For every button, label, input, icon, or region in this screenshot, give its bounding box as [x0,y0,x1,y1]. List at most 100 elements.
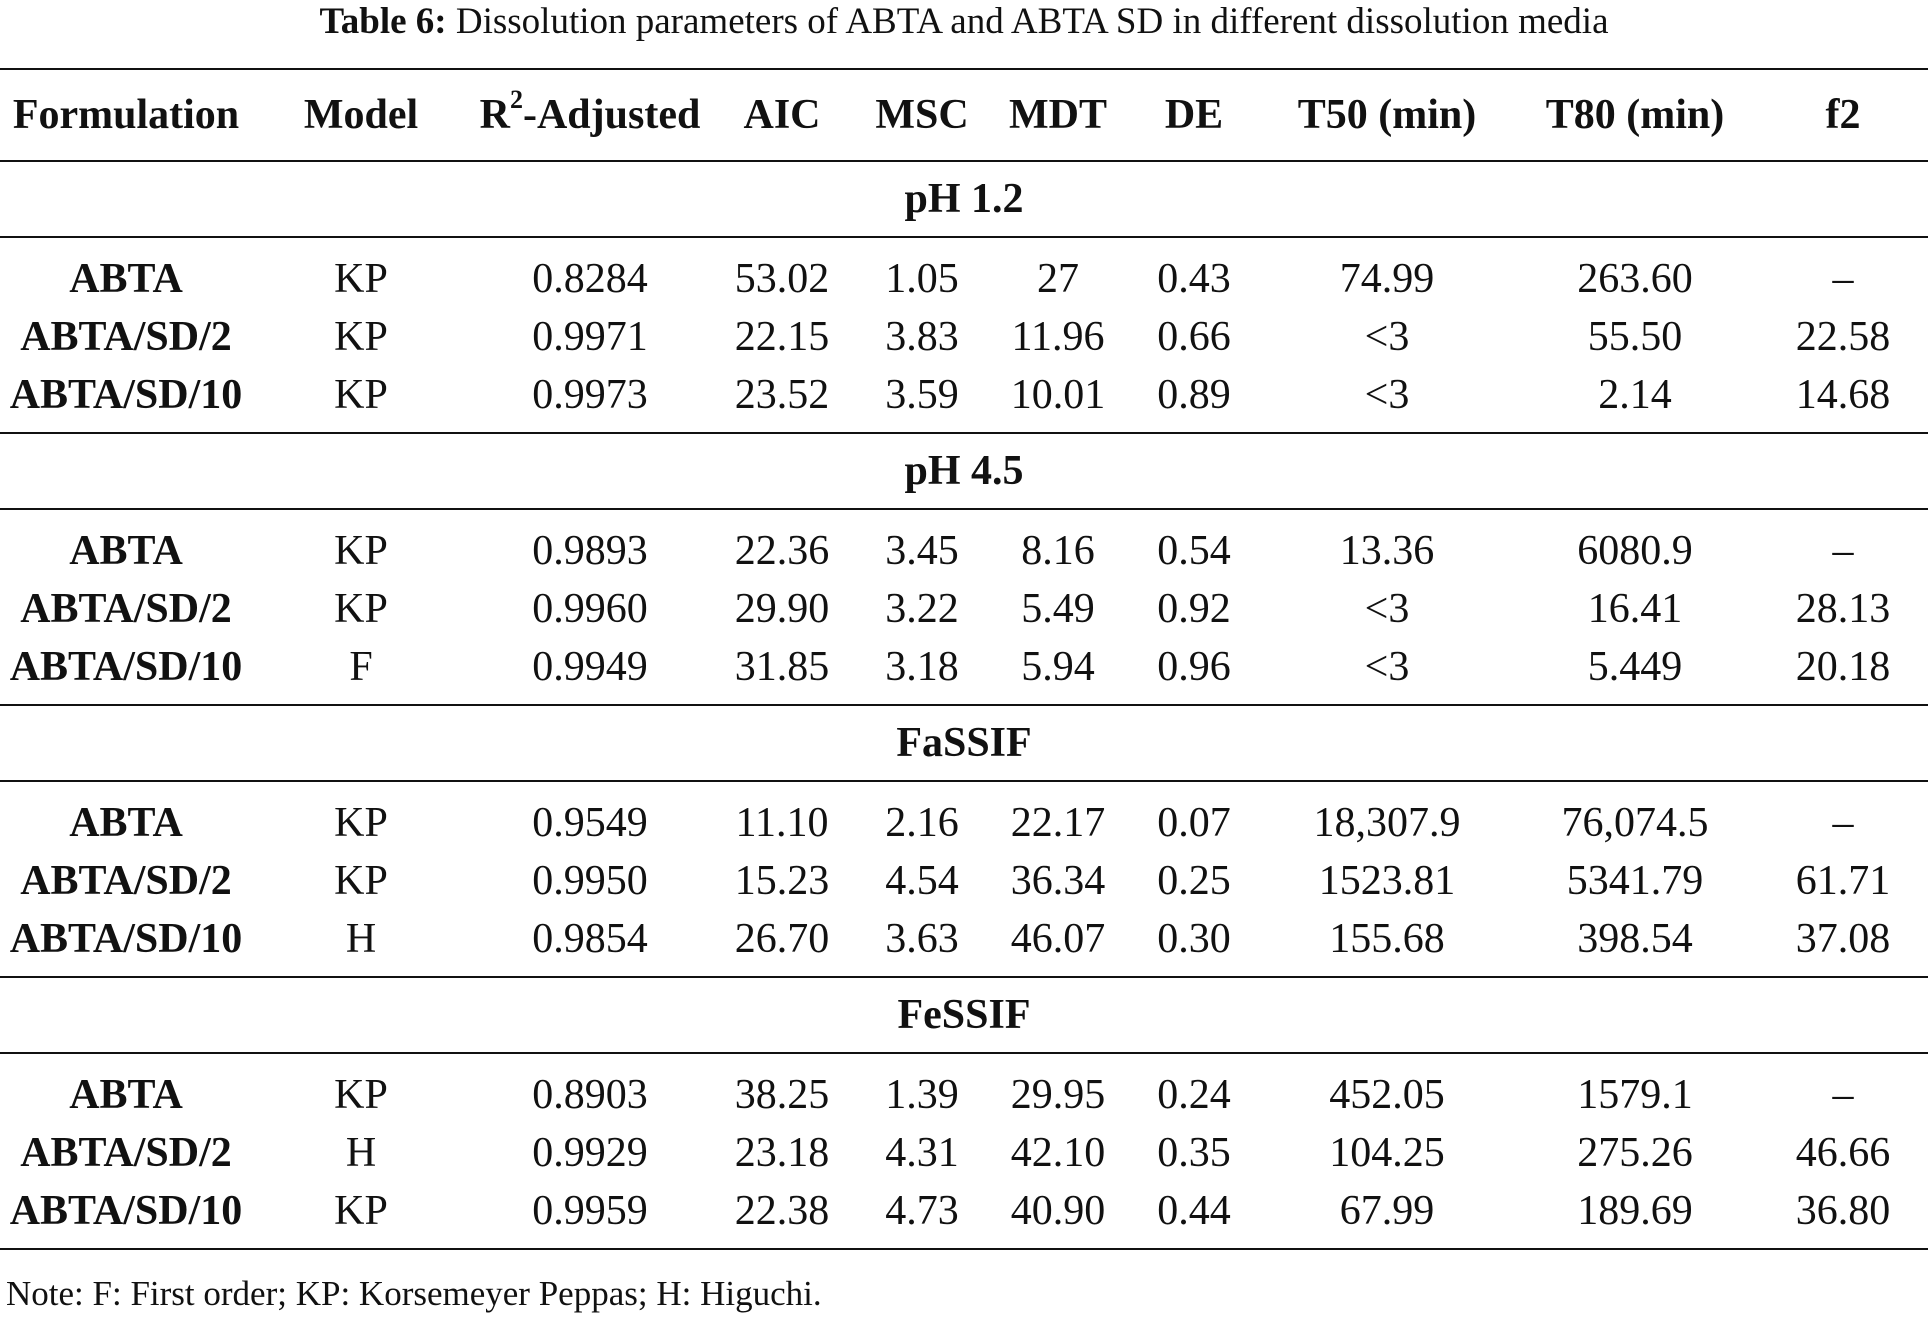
cell-formulation: ABTA/SD/2 [20,1130,232,1176]
cell-aic: 22.38 [710,1182,854,1250]
cell-t80: 263.60 [1577,256,1693,302]
col-header-aic: AIC [710,68,854,162]
cell-t80: 6080.9 [1577,528,1693,574]
cell-aic: 11.10 [735,800,829,846]
cell-msc: 3.63 [854,910,990,978]
cell-t50: 18,307.9 [1313,800,1461,846]
cell-r2: 0.9960 [532,586,648,632]
cell-de: 0.44 [1126,1182,1262,1250]
cell-t80: 16.41 [1587,586,1683,632]
table-row: ABTA KP 0.8284 53.02 1.05 27 0.43 74.99 263.60 – [0,237,1928,308]
cell-formulation: ABTA [69,256,183,302]
cell-msc: 3.22 [885,586,959,632]
cell-t50: <3 [1364,314,1410,360]
cell-f2: 14.68 [1758,366,1928,434]
cell-de: 0.24 [1157,1072,1231,1118]
cell-r2: 0.9929 [532,1130,648,1176]
col-header-formulation: Formulation [0,68,252,162]
cell-mdt: 11.96 [1011,314,1105,360]
table-row: ABTA/SD/2 KP 0.9950 15.23 4.54 36.34 0.25 1523.… [0,852,1928,910]
table-row: ABTA KP 0.9549 11.10 2.16 22.17 0.07 18,307.9 76… [0,781,1928,852]
table-row: ABTA/SD/2 KP 0.9971 22.15 3.83 11.96 0.66 <3 55.… [0,308,1928,366]
cell-t80: 5341.79 [1566,858,1704,904]
cell-t80: 76,074.5 [1561,800,1709,846]
cell-de: 0.89 [1126,366,1262,434]
cell-r2: 0.9971 [532,314,648,360]
cell-t80: 55.50 [1587,314,1683,360]
cell-msc: 1.39 [885,1072,959,1118]
cell-msc: 4.31 [885,1130,959,1176]
cell-t50: 1523.81 [1318,858,1456,904]
cell-mdt: 5.94 [990,638,1126,706]
cell-r2: 0.8284 [532,256,648,302]
cell-mdt: 22.17 [1010,800,1106,846]
cell-t50: 452.05 [1329,1072,1445,1118]
col-header-f2: f2 [1758,68,1928,162]
group-row: pH 4.5 [0,433,1928,510]
table-note: Note: F: First order; KP: Korsemeyer Pep… [6,1274,822,1313]
col-header-t50: T50 (min) [1262,68,1512,162]
cell-msc: 3.45 [885,528,959,574]
table-row: ABTA/SD/10 F 0.9949 31.85 3.18 5.94 0.96 <3 5.44… [0,638,1928,706]
cell-formulation: ABTA [69,528,183,574]
dissolution-table: Formulation Model R2-Adjusted AIC MSC MD… [0,68,1928,1250]
cell-aic: 15.23 [734,858,830,904]
cell-msc: 4.54 [885,858,959,904]
cell-aic: 22.15 [734,314,830,360]
table-caption-label: Table 6: [319,1,447,42]
cell-model: KP [334,1072,388,1118]
cell-model: KP [334,314,388,360]
cell-formulation: ABTA/SD/10 [0,366,252,434]
header-row: Formulation Model R2-Adjusted AIC MSC MD… [0,68,1928,162]
cell-model: KP [252,1182,470,1250]
group-label: FaSSIF [0,705,1928,782]
cell-r2: 0.8903 [532,1072,648,1118]
cell-formulation: ABTA/SD/10 [0,638,252,706]
cell-mdt: 29.95 [1010,1072,1106,1118]
col-header-t80: T80 (min) [1512,68,1758,162]
table-body: pH 1.2 ABTA KP 0.8284 53.02 1.05 27 0.43 74.99 26… [0,161,1928,1250]
cell-t50: <3 [1262,638,1512,706]
cell-model: KP [334,586,388,632]
cell-t80: 5.449 [1512,638,1758,706]
cell-model: F [252,638,470,706]
cell-mdt: 27 [1037,256,1079,302]
cell-f2: – [1832,256,1854,302]
cell-t50: 155.68 [1262,910,1512,978]
cell-t50: <3 [1364,586,1410,632]
cell-f2: 37.08 [1758,910,1928,978]
r2-prefix: R [479,92,510,138]
cell-r2: 0.9973 [470,366,710,434]
table-row: ABTA KP 0.9893 22.36 3.45 8.16 0.54 13.36 6080.9… [0,509,1928,580]
cell-aic: 26.70 [710,910,854,978]
cell-msc: 2.16 [885,800,959,846]
cell-mdt: 5.49 [1021,586,1095,632]
cell-r2: 0.9854 [470,910,710,978]
cell-aic: 38.25 [734,1072,830,1118]
cell-f2: 28.13 [1795,586,1891,632]
cell-model: KP [334,800,388,846]
cell-mdt: 10.01 [990,366,1126,434]
cell-r2: 0.9959 [470,1182,710,1250]
cell-aic: 31.85 [710,638,854,706]
table-row: ABTA/SD/2 H 0.9929 23.18 4.31 42.10 0.35 104.25… [0,1124,1928,1182]
cell-model: KP [334,858,388,904]
cell-t80: 1579.1 [1577,1072,1693,1118]
cell-de: 0.54 [1157,528,1231,574]
cell-f2: – [1832,800,1854,846]
cell-de: 0.96 [1126,638,1262,706]
group-label: pH 4.5 [0,433,1928,510]
table-row: ABTA/SD/10 KP 0.9959 22.38 4.73 40.90 0.44 67.9… [0,1182,1928,1250]
cell-formulation: ABTA/SD/10 [0,910,252,978]
cell-formulation: ABTA [69,800,183,846]
col-header-de: DE [1126,68,1262,162]
cell-msc: 3.83 [885,314,959,360]
cell-mdt: 36.34 [1010,858,1106,904]
cell-f2: 36.80 [1758,1182,1928,1250]
cell-de: 0.25 [1157,858,1231,904]
cell-formulation: ABTA/SD/2 [20,586,232,632]
cell-t80: 398.54 [1512,910,1758,978]
cell-model: H [345,1130,377,1176]
group-row: FeSSIF [0,977,1928,1054]
group-row: pH 1.2 [0,161,1928,238]
